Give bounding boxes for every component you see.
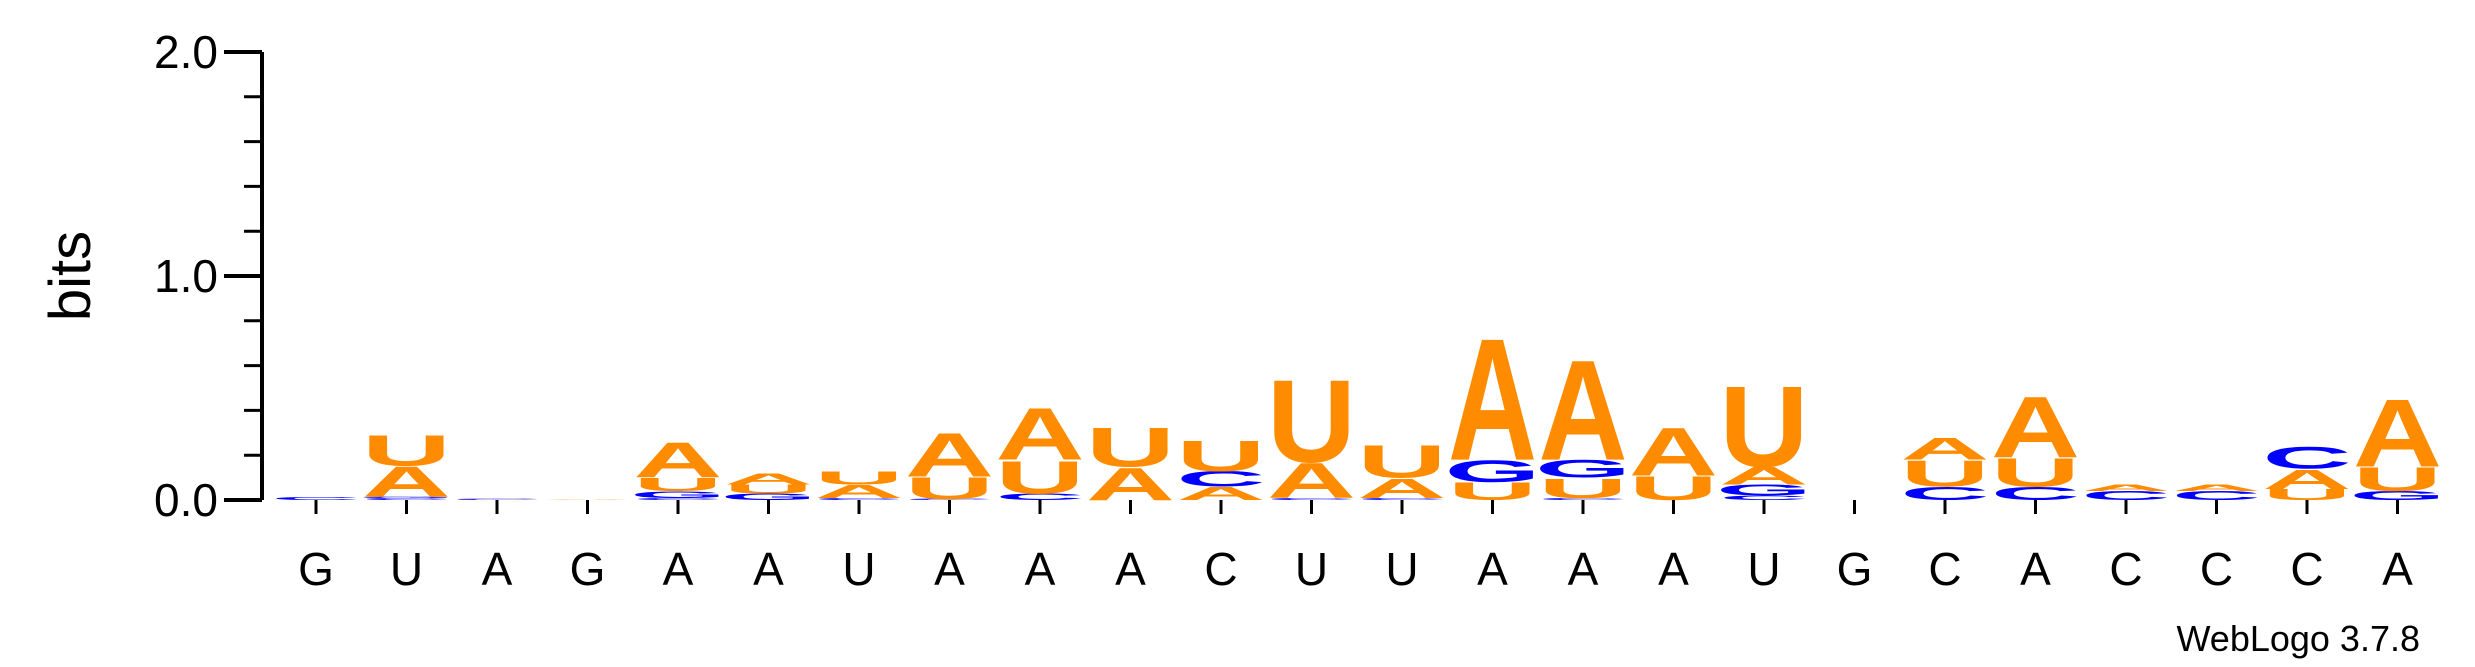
y-tick-label: 1.0	[154, 250, 218, 302]
position-label: G	[570, 543, 606, 595]
position-label: A	[753, 543, 784, 595]
position-label: U	[1385, 543, 1418, 595]
logo-letter-A: A	[905, 420, 994, 490]
position-label: U	[390, 543, 423, 595]
logo-letter-C: C	[452, 499, 541, 501]
logo-letter-A: A	[2081, 483, 2170, 493]
logo-letter-U: U	[633, 474, 722, 495]
logo-letter-C: C	[2081, 489, 2170, 503]
position-label: C	[1928, 543, 1961, 595]
logo-letter-U: U	[1086, 416, 1175, 478]
logo-letter-U: U	[1900, 453, 1989, 495]
position-label: C	[2200, 543, 2233, 595]
position-label: A	[934, 543, 965, 595]
logo-letter-G: G	[1716, 481, 1812, 498]
logo-letter-C: C	[362, 497, 451, 500]
logo-letter-U: U	[1357, 435, 1446, 487]
logo-letter-C: C	[1267, 497, 1356, 500]
position-label: A	[482, 543, 513, 595]
logo-letter-C: C	[1176, 467, 1265, 491]
logo-letter-A: A	[2172, 483, 2261, 493]
logo-letter-G: G	[630, 489, 726, 499]
logo-letter-C: C	[1538, 497, 1627, 500]
position-label: A	[663, 543, 694, 595]
logo-letter-C: C	[905, 499, 994, 501]
logo-letter-U: U	[1176, 431, 1265, 480]
logo-letter-A: A	[1176, 483, 1265, 504]
y-tick-label: 0.0	[154, 474, 218, 526]
logo-letter-G: G	[1535, 455, 1631, 483]
logo-letter-U: U	[1719, 363, 1808, 491]
logo-letter-A: A	[1629, 414, 1718, 490]
logo-letter-G: G	[1444, 454, 1540, 489]
logo-letter-A: A	[543, 499, 632, 500]
logo-letter-A: A	[633, 433, 722, 489]
logo-letter-U: U	[1991, 450, 2080, 495]
logo-letter-C: C	[814, 497, 903, 500]
logo-letter-A: A	[1719, 462, 1808, 490]
position-label: U	[1747, 543, 1780, 595]
position-label: A	[1115, 543, 1146, 595]
logo-letter-G: G	[720, 492, 816, 502]
position-label: G	[298, 543, 334, 595]
logo-letter-A: A	[1900, 432, 1989, 467]
logo-letter-C: C	[1357, 497, 1446, 500]
logo-letter-A: A	[362, 457, 451, 506]
position-label: A	[2382, 543, 2413, 595]
position-label: A	[2020, 543, 2051, 595]
position-label: U	[1295, 543, 1328, 595]
position-label: A	[1568, 543, 1599, 595]
logo-letter-C: C	[2172, 489, 2261, 503]
position-label: A	[1477, 543, 1508, 595]
logo-letter-U: U	[2262, 486, 2351, 503]
logo-letter-U: U	[724, 482, 813, 496]
y-axis-label: bits	[38, 231, 103, 321]
logo-letter-C: C	[633, 497, 722, 500]
position-label: G	[1837, 543, 1873, 595]
position-label: U	[842, 543, 875, 595]
logo-letter-A: A	[1357, 472, 1446, 503]
logo-letter-G: G	[2349, 489, 2445, 503]
position-label: C	[2290, 543, 2323, 595]
logo-letter-U: U	[1538, 472, 1627, 503]
y-tick-label: 2.0	[154, 26, 218, 78]
logo-letter-A: A	[2353, 380, 2442, 487]
logo-letter-A: A	[1267, 453, 1356, 509]
logo-letter-U: U	[814, 467, 903, 488]
position-label: C	[1204, 543, 1237, 595]
logo-letter-G: G	[358, 496, 454, 498]
logo-letter-A: A	[995, 392, 1084, 475]
logo-letter-C: C	[995, 492, 1084, 502]
position-label: C	[2109, 543, 2142, 595]
logo-letter-A: A	[2262, 463, 2351, 494]
logo-letter-C: C	[1991, 483, 2080, 504]
logo-letter-C: C	[271, 496, 360, 501]
logo-letter-U: U	[1267, 355, 1356, 487]
logo-letter-C: C	[1719, 494, 1808, 501]
logo-letter-U: U	[2353, 460, 2442, 498]
position-label: A	[1658, 543, 1689, 595]
logo-letter-C: C	[1900, 483, 1989, 504]
logo-letter-A: A	[1538, 331, 1627, 491]
y-ticks: 0.0 1.0 2.0	[154, 26, 262, 526]
logo-letter-U: U	[362, 426, 451, 475]
logo-letter-C: C	[2262, 441, 2351, 476]
position-label: A	[1025, 543, 1056, 595]
logo-letter-A: A	[814, 481, 903, 502]
logo-letter-A: A	[1991, 378, 2080, 476]
logo-letter-U: U	[995, 451, 1084, 503]
credit-label: WebLogo 3.7.8	[2176, 618, 2420, 659]
logo-letter-U: U	[905, 471, 994, 506]
logo-letter-A: A	[1448, 303, 1537, 498]
logo-letter-A: A	[724, 470, 813, 487]
logo-letter-A: A	[452, 498, 541, 499]
